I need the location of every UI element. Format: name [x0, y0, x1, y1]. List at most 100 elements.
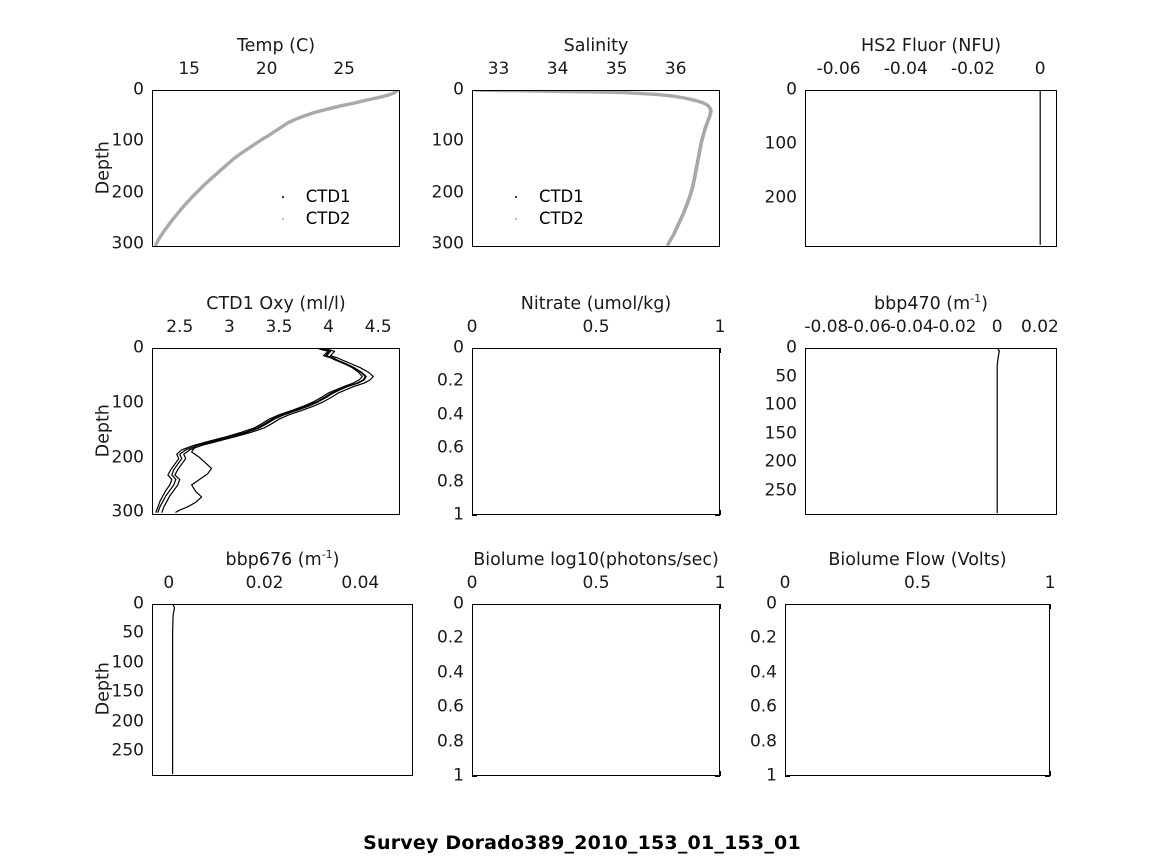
xtick-label-salinity-1: 34 [546, 59, 569, 79]
plot-axes-hs2fluor [805, 90, 1057, 247]
xtick-label-biolume_flow-1: 0.5 [903, 573, 932, 593]
ytick-mark-biolume_log10-5 [715, 776, 720, 777]
ytick-label-bbp676-1: 50 [122, 622, 144, 643]
panel-title-salinity: Salinity [563, 36, 629, 56]
xtick-mark-nitrate-2 [720, 348, 721, 353]
legend-label-temp-0: CTD1 [305, 186, 351, 206]
ytick-label-ctd1oxy-0: 0 [133, 337, 144, 358]
xtick-mark-biolume_flow-2 [1050, 771, 1051, 776]
xtick-label-bbp470-5: 0.02 [1020, 317, 1059, 337]
xtick-label-ctd1oxy-0: 2.5 [166, 317, 194, 337]
xtick-label-biolume_log10-2: 1 [714, 573, 726, 593]
ytick-label-temp-0: 0 [133, 79, 144, 100]
ytick-label-biolume_log10-5: 1 [453, 765, 464, 786]
xtick-label-temp-1: 20 [255, 59, 278, 79]
ytick-label-biolume_flow-0: 0 [766, 593, 777, 614]
panel-title-bbp676: bbp676 (m-1) [225, 548, 340, 570]
ytick-label-ctd1oxy-2: 200 [111, 447, 144, 467]
ytick-label-salinity-1: 100 [431, 130, 464, 151]
panel-title-bbp470: bbp470 (m-1) [874, 292, 988, 314]
ytick-label-biolume_log10-0: 0 [453, 593, 464, 614]
panel-title-ctd1oxy: CTD1 Oxy (ml/l) [206, 294, 346, 314]
xtick-label-salinity-2: 35 [605, 59, 628, 79]
xtick-label-nitrate-2: 1 [714, 317, 726, 337]
ytick-label-biolume_flow-3: 0.6 [749, 696, 777, 717]
ytick-label-nitrate-3: 0.6 [436, 437, 464, 458]
xtick-label-nitrate-1: 0.5 [582, 317, 610, 337]
ytick-label-bbp676-0: 0 [133, 593, 144, 614]
xtick-label-bbp470-3: -0.02 [932, 317, 977, 337]
xtick-label-hs2fluor-0: -0.06 [816, 59, 861, 79]
ytick-label-biolume_log10-2: 0.4 [436, 662, 464, 683]
xtick-mark-nitrate-2 [720, 510, 721, 515]
panel-title-temp: Temp (C) [236, 36, 316, 56]
ytick-mark-biolume_flow-5 [1045, 776, 1050, 777]
xtick-mark-biolume_flow-2 [1050, 604, 1051, 609]
ytick-label-nitrate-5: 1 [453, 504, 464, 525]
xtick-label-hs2fluor-3: 0 [1034, 59, 1046, 79]
xtick-label-bbp470-0: -0.08 [804, 317, 849, 337]
ytick-label-biolume_flow-2: 0.4 [749, 662, 777, 683]
legend-marker-salinity-1 [514, 217, 517, 220]
ytick-label-nitrate-0: 0 [453, 337, 464, 358]
plot-axes-biolume_flow [785, 604, 1050, 776]
ytick-label-ctd1oxy-3: 300 [111, 501, 144, 522]
ytick-label-bbp470-2: 100 [764, 394, 797, 415]
plot-axes-nitrate [472, 348, 720, 515]
ytick-label-salinity-0: 0 [453, 79, 464, 100]
xtick-label-salinity-0: 33 [487, 59, 510, 79]
legend-marker-temp-0 [281, 195, 284, 198]
ytick-label-nitrate-1: 0.2 [436, 370, 464, 391]
legend-label-temp-1: CTD2 [305, 208, 351, 228]
panel-title-biolume_flow: Biolume Flow (Volts) [828, 550, 1007, 570]
ytick-label-temp-1: 100 [111, 130, 144, 151]
ytick-label-salinity-2: 200 [431, 182, 464, 203]
ytick-label-bbp676-5: 250 [111, 740, 144, 761]
xtick-label-bbp470-4: 0 [991, 317, 1003, 337]
xtick-label-bbp676-0: 0 [163, 573, 175, 593]
legend-label-salinity-1: CTD2 [538, 208, 584, 228]
xtick-label-biolume_log10-1: 0.5 [582, 573, 610, 593]
ytick-label-hs2fluor-2: 200 [764, 187, 797, 208]
xtick-label-nitrate-0: 0 [466, 317, 478, 337]
xtick-label-ctd1oxy-2: 3.5 [265, 317, 293, 337]
ytick-mark-biolume_log10-5 [472, 776, 477, 777]
ytick-mark-nitrate-5 [472, 515, 477, 516]
xtick-label-biolume_log10-0: 0 [466, 573, 478, 593]
ytick-label-bbp470-0: 0 [786, 337, 797, 358]
ytick-label-bbp470-4: 200 [764, 451, 797, 472]
ytick-label-bbp470-3: 150 [764, 423, 797, 444]
xtick-label-hs2fluor-1: -0.04 [883, 59, 928, 79]
ytick-label-temp-3: 300 [111, 233, 144, 254]
xtick-mark-biolume_log10-2 [720, 771, 721, 776]
xtick-label-ctd1oxy-3: 4 [323, 317, 334, 337]
ytick-label-biolume_flow-4: 0.8 [749, 731, 777, 752]
legend-label-salinity-0: CTD1 [538, 186, 584, 206]
ytick-label-bbp470-5: 250 [764, 480, 797, 501]
xtick-label-bbp470-1: -0.06 [847, 317, 892, 337]
plot-axes-bbp676 [152, 604, 413, 776]
xtick-label-temp-2: 25 [333, 59, 356, 79]
xtick-label-temp-0: 15 [178, 59, 201, 79]
xtick-label-biolume_flow-0: 0 [779, 573, 791, 593]
ytick-label-bbp676-2: 100 [111, 652, 144, 673]
legend-marker-salinity-0 [514, 195, 517, 198]
plot-axes-biolume_log10 [472, 604, 720, 776]
legend-marker-temp-1 [281, 217, 284, 220]
ytick-label-temp-2: 200 [111, 182, 144, 203]
ytick-label-biolume_log10-4: 0.8 [436, 731, 464, 752]
xtick-label-salinity-3: 36 [664, 59, 687, 79]
ytick-label-biolume_flow-5: 1 [766, 765, 777, 786]
ytick-label-salinity-3: 300 [431, 233, 464, 254]
ytick-label-biolume_flow-1: 0.2 [749, 627, 777, 648]
figure-title: Survey Dorado389_2010_153_01_153_01 [363, 832, 801, 854]
xtick-label-biolume_flow-2: 1 [1044, 573, 1056, 593]
ytick-mark-nitrate-5 [715, 515, 720, 516]
plot-axes-bbp470 [805, 348, 1057, 515]
xtick-label-hs2fluor-2: -0.02 [951, 59, 995, 79]
